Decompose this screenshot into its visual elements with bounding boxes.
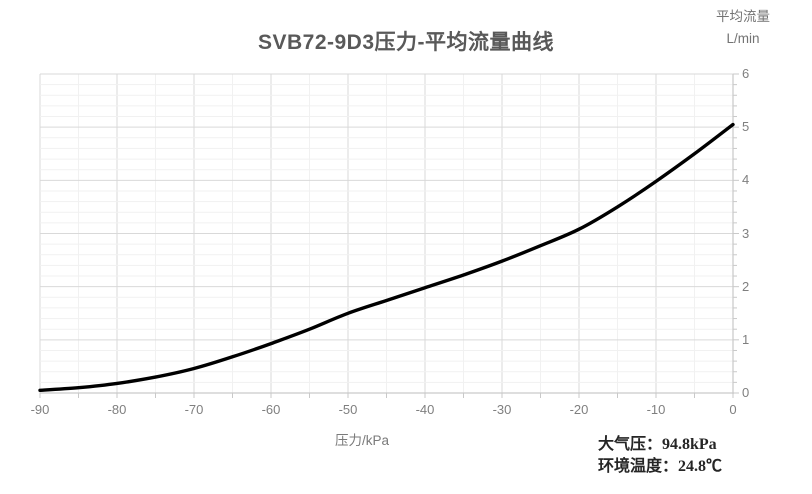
- x-tick-label: -60: [261, 402, 281, 417]
- annotation-atmospheric-pressure: 大气压：94.8kPa: [598, 436, 717, 453]
- y-tick-label: 6: [742, 66, 750, 81]
- y-tick-label: 2: [742, 278, 750, 294]
- y-axis-title-line1: 平均流量: [716, 9, 770, 24]
- y-tick-label: 0: [742, 385, 750, 400]
- flow-curve: [38, 122, 735, 392]
- y-axis-title: 平均流量 L/min: [688, 6, 798, 50]
- x-tick-label: -50: [338, 402, 358, 417]
- y-tick-label: 1: [742, 331, 750, 347]
- chart-title: SVB72-9D3压力-平均流量曲线: [257, 31, 555, 54]
- x-tick-label: -20: [569, 402, 589, 417]
- y-tick-label: 3: [742, 225, 750, 241]
- conditions-annotation: 大气压：94.8kPa 环境温度：24.8℃: [598, 434, 722, 478]
- x-tick-label: -10: [646, 402, 666, 417]
- annotation-ambient-temperature: 环境温度：24.8℃: [598, 458, 723, 475]
- x-tick-label: -40: [415, 402, 435, 417]
- x-tick-label: -90: [30, 402, 50, 417]
- y-axis-title-line2: L/min: [726, 31, 760, 46]
- x-axis-title: 压力/kPa: [334, 433, 390, 448]
- y-tick-label: 5: [742, 119, 750, 135]
- x-tick-label: -70: [184, 402, 204, 417]
- x-tick-label: -30: [492, 402, 512, 417]
- x-tick-label: -80: [107, 402, 127, 417]
- x-tick-label: 0: [729, 402, 737, 417]
- y-tick-label: 4: [742, 172, 750, 188]
